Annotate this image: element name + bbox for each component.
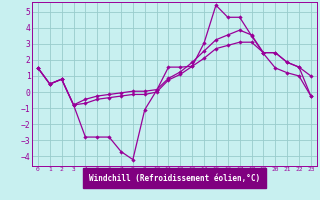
X-axis label: Windchill (Refroidissement éolien,°C): Windchill (Refroidissement éolien,°C) xyxy=(89,174,260,183)
